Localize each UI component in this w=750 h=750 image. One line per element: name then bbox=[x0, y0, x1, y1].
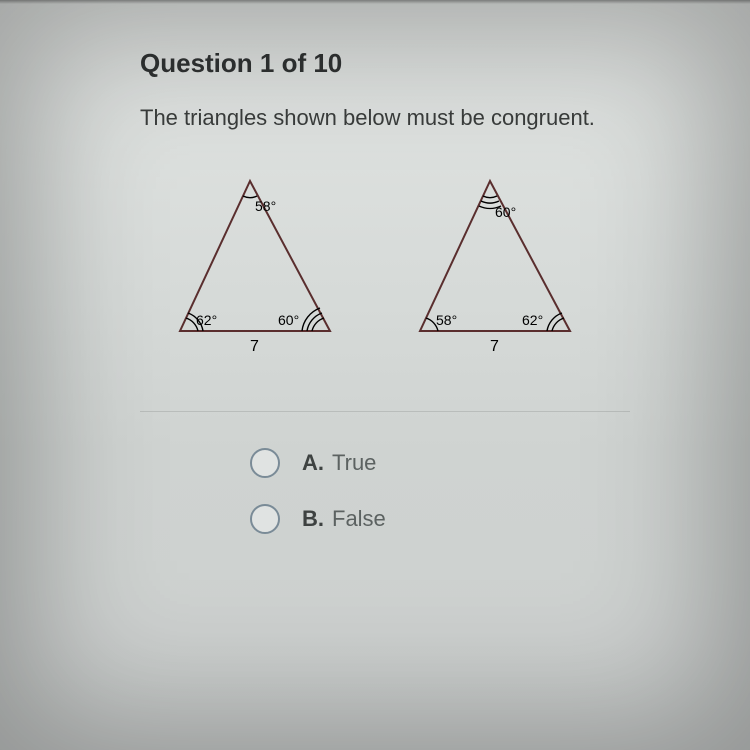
radio-a[interactable] bbox=[250, 448, 280, 478]
triangles-figure: 58° 62° 60° 7 60° 58° 62° 7 bbox=[140, 161, 630, 381]
choice-b-letter: B. bbox=[302, 506, 324, 532]
question-title: Question 1 of 10 bbox=[140, 48, 630, 79]
t2-right-arc-2 bbox=[547, 313, 562, 331]
t2-top-arc-2 bbox=[481, 201, 499, 203]
t1-right-arc-1 bbox=[312, 318, 324, 331]
t1-right-label: 60° bbox=[278, 312, 299, 328]
t2-top-arc-1 bbox=[483, 196, 497, 198]
choice-b[interactable]: B. False bbox=[250, 504, 630, 534]
answer-choices: A. True B. False bbox=[140, 448, 630, 534]
t2-base-label: 7 bbox=[490, 338, 499, 355]
choice-a-text: True bbox=[332, 450, 376, 476]
t2-right-arc-1 bbox=[552, 318, 564, 331]
question-card: Question 1 of 10 The triangles shown bel… bbox=[0, 0, 750, 750]
t2-top-label: 60° bbox=[495, 204, 516, 220]
t2-left-label: 58° bbox=[436, 312, 457, 328]
choice-a-letter: A. bbox=[302, 450, 324, 476]
t1-top-label: 58° bbox=[255, 198, 276, 214]
section-divider bbox=[140, 411, 630, 412]
t2-right-label: 62° bbox=[522, 312, 543, 328]
choice-a[interactable]: A. True bbox=[250, 448, 630, 478]
triangles-svg: 58° 62° 60° 7 60° 58° 62° 7 bbox=[140, 161, 610, 371]
t1-right-arc-3 bbox=[302, 308, 320, 331]
t1-left-label: 62° bbox=[196, 312, 217, 328]
radio-b[interactable] bbox=[250, 504, 280, 534]
question-prompt: The triangles shown below must be congru… bbox=[140, 105, 630, 131]
t1-base-label: 7 bbox=[250, 338, 259, 355]
choice-b-text: False bbox=[332, 506, 386, 532]
